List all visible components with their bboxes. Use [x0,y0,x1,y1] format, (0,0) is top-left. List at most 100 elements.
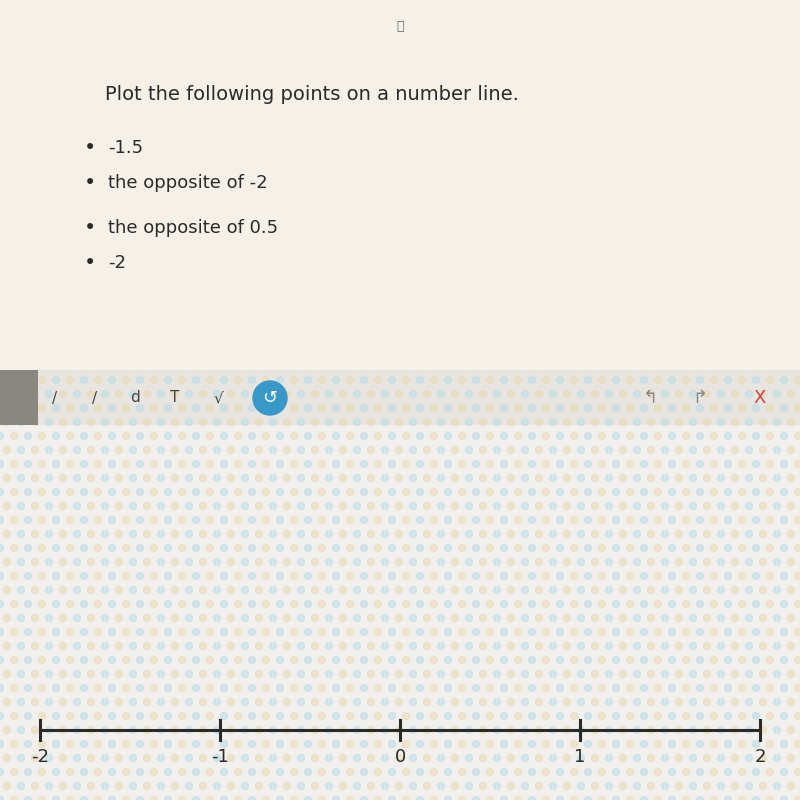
Circle shape [557,433,563,439]
Circle shape [423,614,430,622]
Circle shape [311,670,318,678]
Circle shape [703,586,710,594]
Circle shape [59,390,66,398]
Circle shape [423,502,430,510]
Circle shape [150,769,158,775]
Circle shape [430,657,438,663]
Circle shape [598,741,606,747]
Circle shape [3,726,10,734]
Circle shape [374,657,382,663]
Circle shape [318,545,326,551]
Circle shape [122,601,130,607]
Circle shape [333,601,339,607]
Circle shape [81,685,87,691]
Circle shape [458,405,466,411]
Circle shape [0,517,3,523]
Circle shape [242,558,249,566]
Circle shape [249,377,255,383]
Circle shape [662,474,669,482]
Circle shape [725,713,731,719]
Circle shape [234,545,242,551]
Circle shape [781,601,787,607]
Circle shape [0,769,3,775]
Circle shape [417,489,423,495]
Circle shape [557,545,563,551]
Circle shape [0,657,3,663]
Circle shape [25,797,31,800]
Circle shape [38,685,46,691]
Circle shape [74,502,81,510]
Circle shape [165,685,171,691]
Circle shape [171,558,178,566]
Circle shape [186,782,193,790]
Circle shape [242,530,249,538]
Circle shape [81,461,87,467]
Circle shape [346,741,354,747]
Circle shape [66,573,74,579]
Circle shape [367,502,374,510]
Circle shape [242,418,249,426]
Circle shape [122,769,130,775]
Circle shape [570,797,578,800]
Circle shape [766,489,774,495]
Circle shape [318,517,326,523]
Circle shape [445,713,451,719]
Circle shape [270,642,277,650]
Circle shape [438,642,445,650]
Circle shape [221,433,227,439]
Circle shape [725,657,731,663]
Circle shape [227,418,234,426]
Circle shape [255,558,262,566]
Circle shape [94,685,102,691]
Circle shape [598,489,606,495]
Circle shape [725,797,731,800]
Circle shape [410,642,417,650]
Text: 0: 0 [394,748,406,766]
Circle shape [634,530,641,538]
Circle shape [137,741,143,747]
Circle shape [690,726,697,734]
Circle shape [647,586,654,594]
Circle shape [333,797,339,800]
Circle shape [626,433,634,439]
Circle shape [53,545,59,551]
Circle shape [186,530,193,538]
Circle shape [3,670,10,678]
Circle shape [122,685,130,691]
Circle shape [290,545,298,551]
Circle shape [738,601,746,607]
Circle shape [626,797,634,800]
Circle shape [494,782,501,790]
Circle shape [514,713,522,719]
Circle shape [214,754,221,762]
Circle shape [158,586,165,594]
Circle shape [423,586,430,594]
Circle shape [59,586,66,594]
Circle shape [130,390,137,398]
Circle shape [137,517,143,523]
Circle shape [339,390,346,398]
Circle shape [255,726,262,734]
Circle shape [675,726,682,734]
Circle shape [591,642,598,650]
Circle shape [311,390,318,398]
Circle shape [206,545,214,551]
Circle shape [591,726,598,734]
Circle shape [262,769,270,775]
Circle shape [234,601,242,607]
Circle shape [374,713,382,719]
Circle shape [703,446,710,454]
Circle shape [417,377,423,383]
Circle shape [143,726,150,734]
Circle shape [130,530,137,538]
Circle shape [535,474,542,482]
Circle shape [725,405,731,411]
Circle shape [374,433,382,439]
Circle shape [585,657,591,663]
Circle shape [682,545,690,551]
Circle shape [255,782,262,790]
Circle shape [249,545,255,551]
Circle shape [143,502,150,510]
Circle shape [109,713,115,719]
Circle shape [178,601,186,607]
